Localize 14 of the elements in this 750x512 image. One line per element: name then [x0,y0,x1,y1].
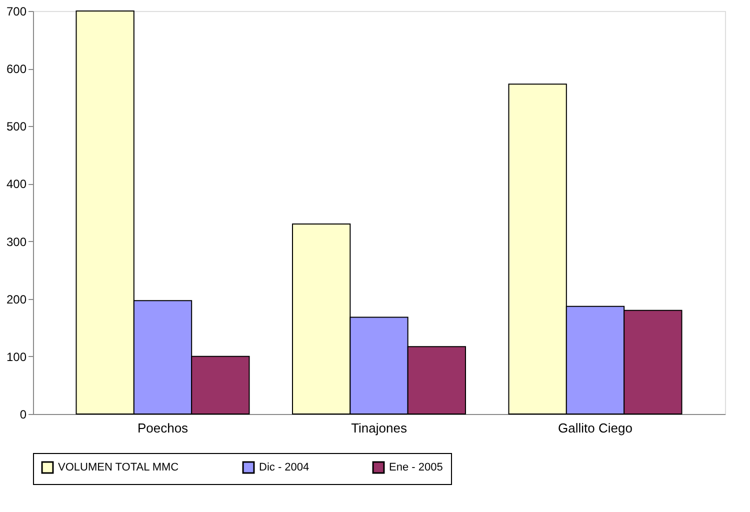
y-tick-label: 600 [6,62,27,76]
legend-label: Ene - 2005 [389,462,443,474]
legend-label: Dic - 2004 [259,462,310,474]
legend-label: VOLUMEN TOTAL MMC [58,462,179,474]
y-tick-label: 100 [6,350,27,364]
y-tick-label: 700 [6,4,27,18]
y-tick-label: 200 [6,292,27,306]
x-tick-label: Gallito Ciego [558,420,632,436]
y-tick-label: 300 [6,234,27,249]
y-tick-label: 500 [6,120,27,134]
y-tick-label: 0 [20,408,27,422]
x-tick-label: Poechos [137,420,189,436]
y-tick-label: 400 [6,177,27,192]
x-tick-label: Tinajones [351,420,408,436]
